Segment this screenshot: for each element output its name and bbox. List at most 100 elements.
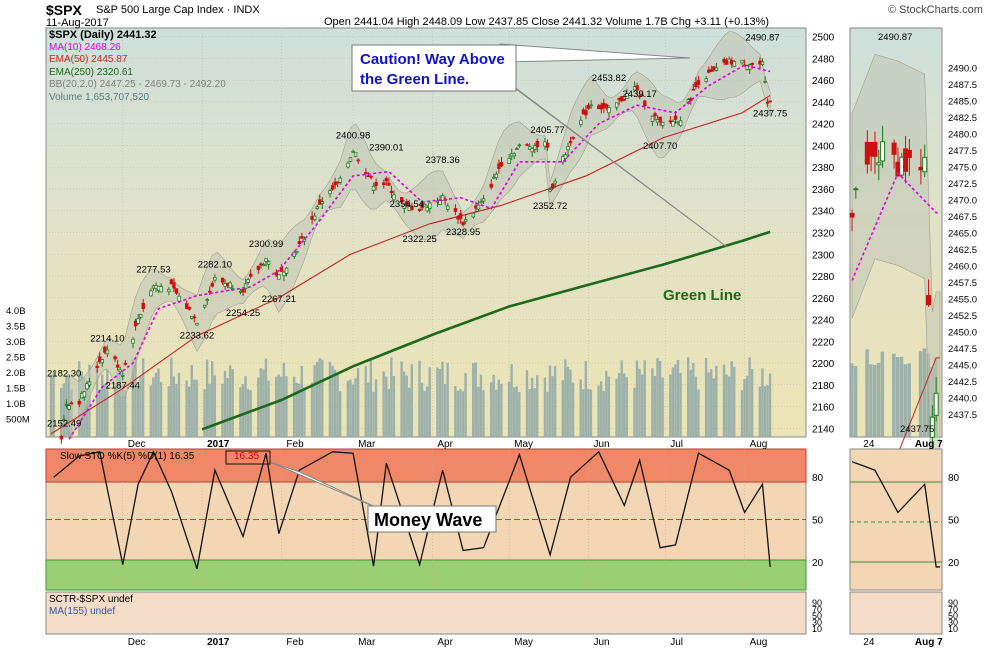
sto-overbought-zone xyxy=(45,448,807,483)
x-tick: Feb xyxy=(286,637,304,648)
volume-bar xyxy=(551,376,554,437)
volume-bar xyxy=(208,383,211,437)
candle-body xyxy=(353,152,358,157)
volume-bar xyxy=(686,357,690,437)
price-y-tick: 2300 xyxy=(812,250,835,261)
volume-bar xyxy=(364,366,367,437)
candle-body xyxy=(571,136,575,139)
volume-bar xyxy=(249,390,252,437)
price-y-tick: 2180 xyxy=(812,381,835,392)
zoom-candle-body xyxy=(926,295,932,306)
zoom-y-tick: 2450.0 xyxy=(948,327,977,338)
volume-bar xyxy=(694,376,698,437)
volume-bar xyxy=(510,364,513,437)
candle-body xyxy=(545,142,550,148)
volume-y-tick: 500M xyxy=(6,415,30,426)
candle-body xyxy=(768,100,772,103)
volume-bar xyxy=(638,368,641,437)
volume-bar xyxy=(533,388,536,437)
price-label: 2439.17 xyxy=(622,89,656,100)
volume-bar xyxy=(758,386,762,437)
volume-bar xyxy=(722,364,726,437)
price-y-tick: 2500 xyxy=(812,33,835,44)
candle-body xyxy=(458,213,463,220)
price-label: 2300.99 xyxy=(249,239,283,250)
price-label: 2254.25 xyxy=(226,308,260,319)
candle-body xyxy=(371,185,376,191)
candle-body xyxy=(159,286,163,293)
candle-body xyxy=(440,195,445,201)
price-y-tick: 2360 xyxy=(812,185,835,196)
candle-body xyxy=(300,236,304,239)
volume-bar xyxy=(280,376,283,437)
candle-body xyxy=(653,113,657,117)
price-y-tick: 2240 xyxy=(812,316,835,327)
volume-bar xyxy=(190,364,193,437)
price-label: 2328.95 xyxy=(446,227,480,238)
volume-bar xyxy=(134,358,137,437)
candle-body xyxy=(243,283,248,289)
candle-body xyxy=(517,144,522,147)
candle-body xyxy=(661,122,665,126)
price-label: 2437.75 xyxy=(753,108,787,119)
price-label: 2407.70 xyxy=(643,141,677,152)
candle-body xyxy=(169,279,174,285)
volume-bar xyxy=(275,376,278,437)
x-tick: Mar xyxy=(358,637,376,648)
candle-body xyxy=(364,172,368,175)
x-tick: Aug xyxy=(750,637,768,648)
zoom-sto-y-tick: 50 xyxy=(948,516,960,527)
candle-body xyxy=(346,162,350,168)
candle-body xyxy=(525,143,529,146)
zoom-candle-body xyxy=(891,142,897,155)
volume-bar xyxy=(571,382,575,437)
candle-body xyxy=(333,181,337,186)
ema50-line xyxy=(50,94,771,435)
volume-bar xyxy=(106,368,109,437)
volume-bar xyxy=(492,374,495,437)
volume-bar xyxy=(356,367,360,437)
volume-bar xyxy=(264,358,268,437)
zoom-y-tick: 2480.0 xyxy=(948,130,977,141)
zoom-x-tick: Aug 7 xyxy=(915,637,943,648)
volume-bar xyxy=(482,390,485,437)
price-y-tick: 2220 xyxy=(812,337,835,348)
zoom-y-tick: 2475.0 xyxy=(948,163,977,174)
x-tick: Apr xyxy=(437,439,453,450)
candle-body xyxy=(141,302,145,309)
volume-bar xyxy=(175,383,178,437)
candle-body xyxy=(463,219,468,222)
x-tick: May xyxy=(514,637,533,648)
volume-y-axis: 4.0B 3.5B 3.0B 2.5B 2.0B 1.5B 1.0B 500M xyxy=(6,306,30,426)
candle-body xyxy=(172,282,176,289)
volume-bar xyxy=(136,387,140,437)
volume-bar xyxy=(418,360,421,437)
volume-bar xyxy=(62,383,66,437)
candle-body xyxy=(167,289,171,292)
volume-bar xyxy=(530,377,534,437)
zoom-volume-bar xyxy=(880,351,885,437)
zoom-sctr-y-tick: 30 xyxy=(948,618,958,628)
x-tick: Aug xyxy=(750,439,768,450)
symbol: $SPX xyxy=(46,2,82,18)
sto-value-box xyxy=(225,450,271,465)
candle-body xyxy=(64,403,69,406)
volume-bar xyxy=(561,380,565,437)
candle-body xyxy=(77,400,81,405)
candle-body xyxy=(438,200,442,206)
volume-bar xyxy=(195,379,199,437)
candle-body xyxy=(584,109,588,116)
volume-bar xyxy=(589,389,593,437)
candle-body xyxy=(607,107,611,114)
zoom-sctr-y-tick: 50 xyxy=(948,611,958,621)
candle-body xyxy=(389,190,394,194)
candle-body xyxy=(187,306,191,310)
x-tick: May xyxy=(514,439,533,450)
x-tick: Jun xyxy=(593,439,609,450)
sctr-y-tick: 70 xyxy=(812,605,822,615)
zoom-high-label: 2490.87 xyxy=(878,32,912,43)
volume-bar xyxy=(671,367,675,437)
volume-bar xyxy=(536,375,539,437)
candle-body xyxy=(208,290,212,293)
candle-body xyxy=(282,271,286,277)
